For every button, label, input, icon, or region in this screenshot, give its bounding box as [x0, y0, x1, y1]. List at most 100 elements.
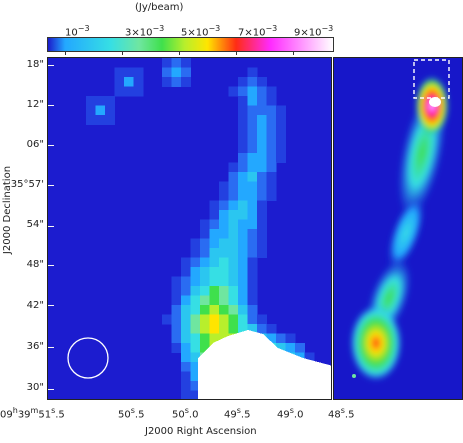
map-pixel: [181, 305, 191, 315]
map-pixel: [181, 362, 191, 372]
map-pixel: [257, 219, 267, 230]
x-axis-label: J2000 Right Ascension: [145, 426, 257, 437]
map-pixel: [276, 115, 286, 125]
map-pixel: [257, 200, 267, 211]
map-pixel: [124, 77, 134, 87]
map-pixel: [133, 67, 144, 78]
map-pixel: [247, 115, 258, 125]
beam-circle: [67, 337, 109, 379]
map-pixel: [190, 238, 201, 249]
map-pixel: [105, 115, 115, 125]
colorbar: [47, 37, 334, 55]
map-pixel: [162, 58, 172, 68]
map-pixel: [200, 295, 210, 306]
map-pixel: [181, 257, 191, 268]
map-pixel: [238, 229, 248, 239]
map-pixel: [219, 238, 229, 249]
map-pixel: [266, 124, 277, 135]
x-tick-50-0: 50s.0: [172, 406, 199, 421]
map-pixel: [181, 67, 191, 78]
map-pixel: [219, 257, 229, 268]
map-pixel: [219, 181, 229, 192]
map-pixel: [238, 257, 248, 268]
map-pixel: [285, 333, 296, 344]
map-pixel: [228, 248, 239, 258]
map-pixel: [257, 134, 267, 144]
map-pixel: [257, 124, 267, 135]
map-pixel: [257, 172, 267, 182]
map-pixel: [209, 200, 220, 211]
map-pixel: [181, 314, 191, 325]
map-pixel: [190, 333, 201, 344]
map-pixel: [209, 295, 220, 306]
map-pixel: [276, 143, 286, 154]
map-pixel: [171, 333, 182, 344]
map-pixel: [247, 124, 258, 135]
map-pixel: [209, 210, 220, 220]
map-pixel: [238, 134, 248, 144]
x-tick-49-0: 49s.0: [277, 406, 304, 421]
map-pixel: [190, 295, 201, 306]
map-pixel: [238, 210, 248, 220]
map-pixel: [162, 67, 172, 78]
map-pixel: [228, 295, 239, 306]
map-pixel: [266, 96, 277, 106]
map-pixel: [228, 305, 239, 315]
y-tick-30: 30": [26, 382, 44, 393]
map-pixel: [247, 191, 258, 201]
x-tick-48-5: 48s.5: [328, 406, 355, 421]
low-resolution-map: [47, 57, 332, 400]
map-pixel: [247, 181, 258, 192]
map-pixel: [181, 276, 191, 287]
map-pixel: [86, 105, 96, 116]
colorbar-tick-labels: 10−3 3×10−3 5×10−3 7×10−3 9×10−3: [47, 24, 334, 42]
map-pixel: [304, 352, 315, 363]
y-tick-12: 12": [26, 99, 44, 110]
map-pixel: [285, 343, 296, 353]
map-pixel: [219, 229, 229, 239]
map-pixel: [181, 295, 191, 306]
map-pixel: [238, 248, 248, 258]
map-pixel: [247, 210, 258, 220]
y-tick-48: 48": [26, 259, 44, 270]
map-pixel: [200, 238, 210, 249]
map-pixel: [219, 191, 229, 201]
map-pixel: [209, 324, 220, 334]
map-pixel: [209, 267, 220, 277]
map-pixel: [190, 381, 201, 391]
map-pixel: [209, 229, 220, 239]
map-pixel: [181, 324, 191, 334]
map-pixel: [190, 248, 201, 258]
map-pixel: [219, 200, 229, 211]
y-tick-06: 06": [26, 139, 44, 150]
map-pixel: [257, 248, 267, 258]
map-pixel: [133, 86, 144, 97]
map-pixel: [238, 162, 248, 173]
map-pixel: [171, 324, 182, 334]
map-pixel: [95, 105, 106, 116]
colorbar-tick-9: 9×10−3: [294, 24, 334, 39]
map-pixel: [171, 314, 182, 325]
map-pixel: [190, 276, 201, 287]
map-pixel: [276, 153, 286, 163]
map-pixel: [238, 238, 248, 249]
map-pixel: [181, 371, 191, 382]
map-pixel: [200, 267, 210, 277]
map-pixel: [219, 210, 229, 220]
map-pixel: [190, 390, 201, 399]
map-pixel: [209, 219, 220, 230]
map-pixel: [190, 305, 201, 315]
map-pixel: [228, 238, 239, 249]
map-pixel: [95, 96, 106, 106]
map-pixel: [266, 162, 277, 173]
map-pixel: [257, 96, 267, 106]
map-pixel: [238, 267, 248, 277]
map-pixel: [181, 77, 191, 87]
map-pixel: [238, 124, 248, 135]
map-pixel: [257, 314, 267, 325]
map-pixel: [238, 200, 248, 211]
map-pixel: [209, 314, 220, 325]
y-tick-54: 54": [26, 219, 44, 230]
map-pixel: [238, 96, 248, 106]
map-pixel: [266, 172, 277, 182]
